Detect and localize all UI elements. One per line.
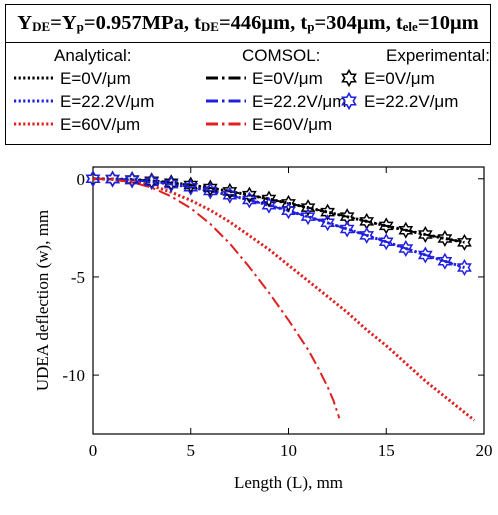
- legend-label: E=22.2V/μm: [364, 92, 458, 111]
- legend-label: E=0V/μm: [364, 69, 435, 88]
- data-point: [261, 190, 277, 208]
- data-point: [124, 171, 140, 189]
- x-tick-label: 15: [378, 441, 395, 460]
- legend-header: COMSOL:: [242, 46, 320, 65]
- x-tick-label: 20: [476, 441, 493, 460]
- data-point: [300, 199, 316, 217]
- data-point: [320, 214, 335, 232]
- data-point: [85, 170, 101, 188]
- legend-label: E=22.2V/μm: [252, 92, 346, 111]
- x-tick-label: 0: [89, 441, 98, 460]
- data-point: [222, 182, 238, 200]
- data-point: [437, 252, 453, 270]
- x-axis-label: Length (L), mm: [234, 473, 343, 492]
- legend-label: E=60V/μm: [252, 115, 332, 134]
- data-point: [163, 175, 179, 193]
- data-point: [359, 226, 375, 244]
- legend-label: E=60V/μm: [60, 115, 140, 134]
- data-point: [457, 233, 472, 251]
- legend-label: E=22.2V/μm: [60, 92, 154, 111]
- data-point: [202, 182, 218, 200]
- title-segment: =Y: [50, 12, 77, 34]
- y-axis-label: UDEA deflection (w), mm: [33, 210, 52, 391]
- legend-marker: [341, 91, 357, 111]
- data-point: [417, 226, 433, 244]
- legend-header: Experimental:: [386, 46, 490, 65]
- title-segment: =304μm, t: [314, 12, 403, 34]
- axes-frame: [92, 166, 485, 435]
- plot-area: 0 5 10 15 20 0 -5 -10 Length (L), mm UDEA deflect…: [33, 166, 493, 492]
- data-point: [202, 179, 218, 197]
- data-point: [222, 186, 238, 204]
- data-point: [437, 229, 453, 247]
- title-segment: =0.957MPa, t: [83, 12, 201, 34]
- title-subscript: DE: [32, 18, 51, 34]
- legend-label: E=0V/μm: [252, 69, 323, 88]
- data-point: [378, 233, 394, 251]
- series-line: [92, 177, 465, 269]
- legend-label: E=0V/μm: [60, 69, 131, 88]
- data-point: [281, 202, 296, 220]
- series-line: [92, 177, 465, 244]
- data-point: [105, 170, 120, 188]
- x-tick-label: 5: [187, 441, 196, 460]
- legend-marker: [341, 68, 357, 88]
- data-point: [378, 217, 394, 235]
- data-point: [300, 208, 316, 226]
- data-point: [398, 221, 414, 239]
- title-segment: =446μm, t: [218, 12, 308, 34]
- data-point: [242, 186, 257, 204]
- title-subscript: p: [307, 18, 315, 34]
- title-segment: =10μm: [417, 12, 479, 34]
- data-point: [417, 246, 433, 264]
- legend: Analytical: E=0V/μm E=22.2V/μm E=60V/μm COMS…: [14, 46, 490, 134]
- data-point: [320, 203, 335, 221]
- data-point: [398, 239, 414, 257]
- data-point: [183, 178, 199, 196]
- x-tick-label: 10: [280, 441, 297, 460]
- title-subscript: p: [76, 18, 84, 34]
- y-tick-label: -10: [62, 366, 85, 385]
- y-tick-label: -5: [71, 268, 85, 287]
- data-point: [339, 220, 355, 238]
- data-point: [457, 259, 472, 277]
- data-point: [281, 194, 296, 212]
- data-point: [339, 208, 355, 226]
- legend-header: Analytical:: [54, 46, 131, 65]
- series-line: [92, 177, 341, 419]
- title-subscript: ele: [402, 18, 418, 34]
- data-point: [144, 173, 160, 191]
- title-segment: Y: [17, 12, 33, 34]
- y-tick-label: 0: [77, 170, 86, 189]
- title-subscript: DE: [200, 18, 219, 34]
- data-point: [242, 191, 257, 209]
- series-group: [85, 170, 476, 422]
- data-point: [261, 196, 277, 214]
- data-point: [183, 176, 199, 194]
